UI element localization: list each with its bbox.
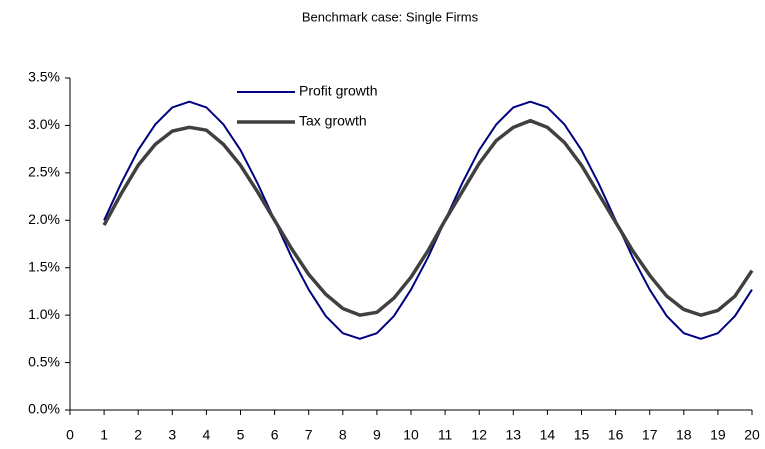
x-tick-label: 18 [676,427,692,443]
series-line [102,118,754,317]
y-tick-label: 0.0% [28,401,60,417]
y-tick-label: 3.5% [28,69,60,85]
x-tick-label: 13 [506,427,522,443]
x-tick-label: 10 [403,427,419,443]
x-tick-label: 11 [438,427,453,443]
y-tick-label: 3.0% [28,116,60,132]
chart-title: Benchmark case: Single Firms [302,9,479,24]
x-tick-label: 0 [66,427,74,443]
legend-label: Profit growth [299,83,378,99]
x-tick-label: 16 [608,427,624,443]
y-tick-label: 2.0% [28,211,60,227]
x-tick-label: 2 [134,427,142,443]
y-tick-label: 0.5% [28,353,60,369]
x-tick-label: 12 [471,427,487,443]
x-tick-label: 5 [237,427,245,443]
legend-label: Tax growth [299,113,367,129]
x-tick-label: 20 [744,427,760,443]
x-tick-label: 8 [339,427,347,443]
x-tick-label: 4 [203,427,211,443]
y-tick-label: 2.5% [28,164,60,180]
x-tick-label: 7 [305,427,313,443]
y-tick-label: 1.5% [28,258,60,274]
x-tick-label: 9 [373,427,381,443]
x-tick-label: 17 [642,427,658,443]
x-tick-label: 1 [100,427,108,443]
x-tick-label: 15 [574,427,590,443]
x-tick-label: 14 [540,427,556,443]
x-tick-label: 3 [168,427,176,443]
y-tick-label: 1.0% [28,306,60,322]
x-tick-label: 6 [271,427,279,443]
series-line [103,100,753,340]
x-tick-label: 19 [710,427,726,443]
